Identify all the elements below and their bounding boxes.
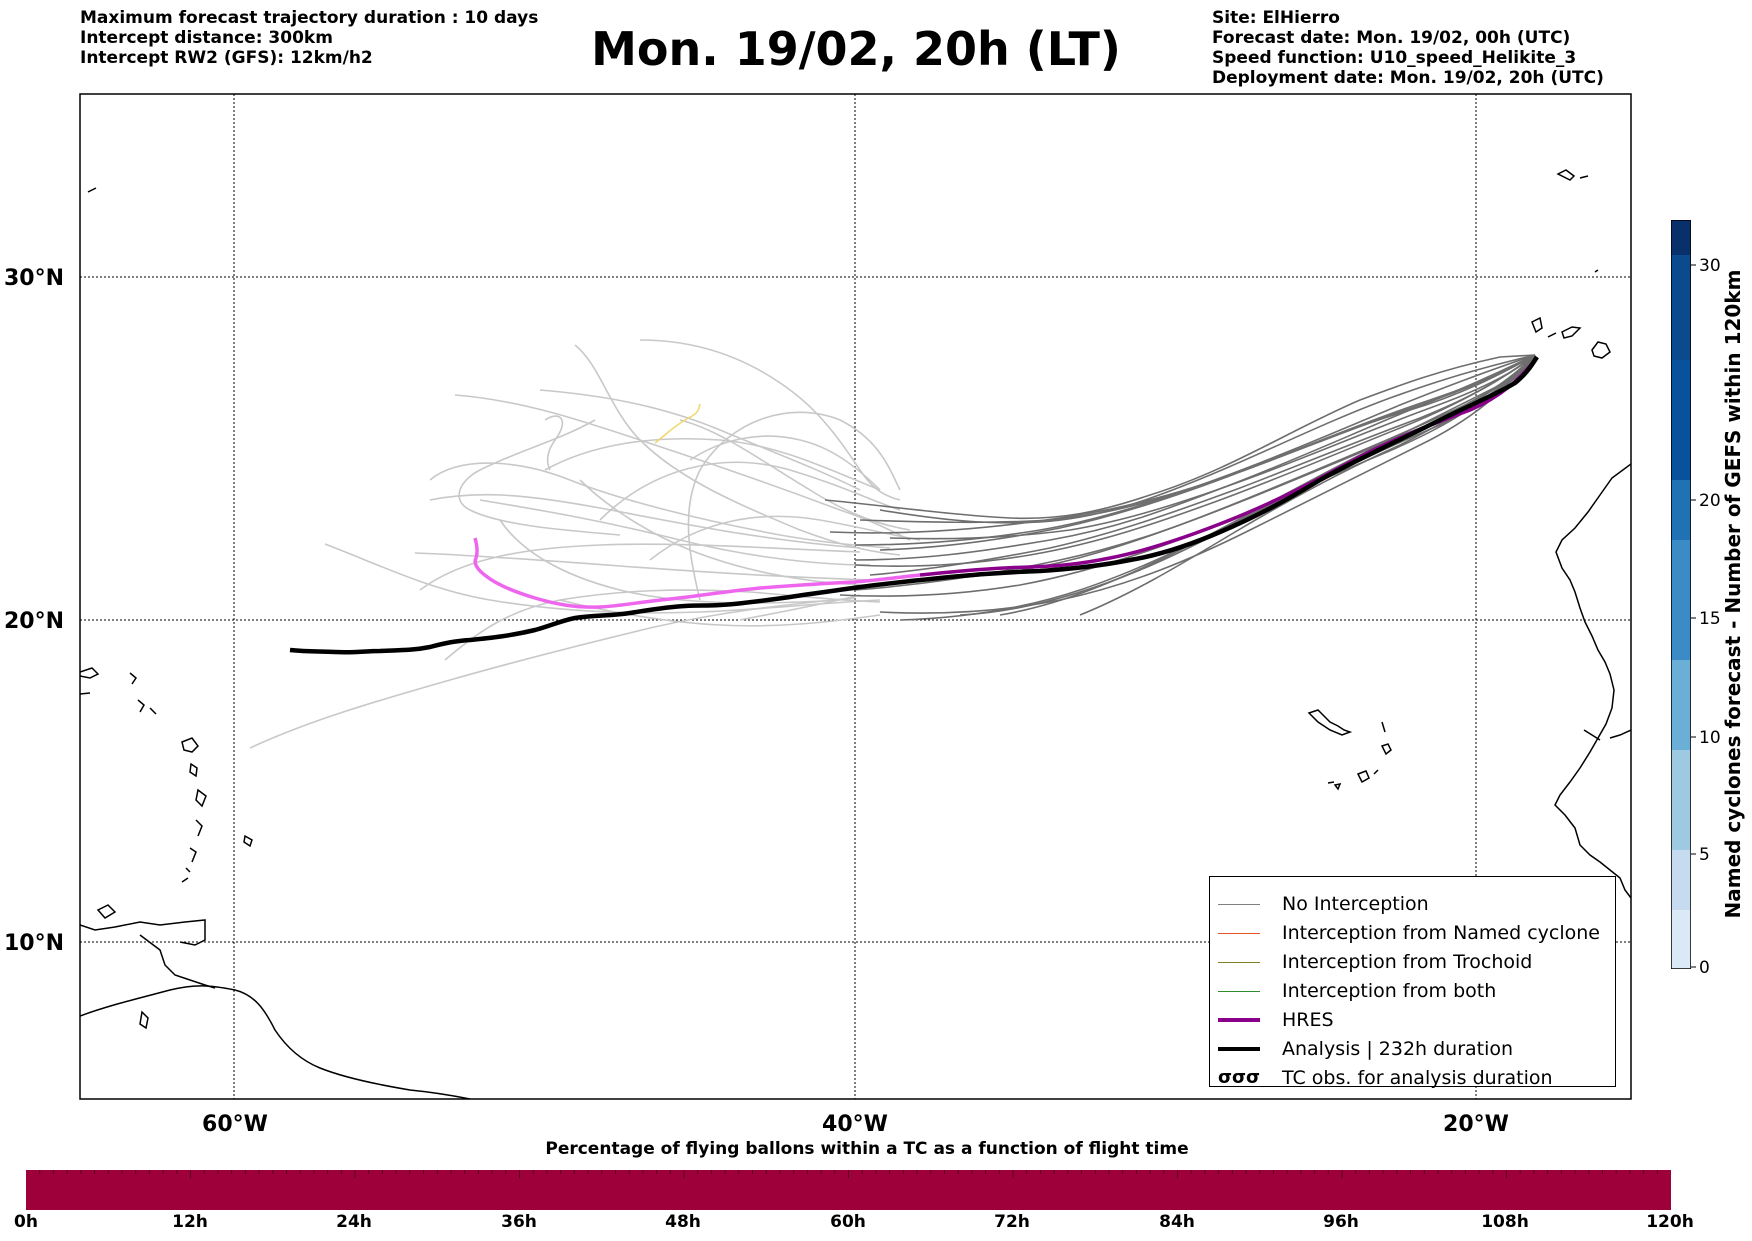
hres-track-light xyxy=(473,537,921,609)
timebar-ticks: 0h 12h 24h 36h 48h 60h 72h 84h 96h 108h … xyxy=(0,1212,1752,1240)
timebar-tick: 108h xyxy=(1481,1212,1529,1232)
colorbar-tick: 30 xyxy=(1699,256,1721,276)
lat-label: 30°N xyxy=(4,266,64,291)
coastlines xyxy=(80,169,1631,1099)
colorbar-tick: 5 xyxy=(1699,845,1710,865)
timebar-tick: 60h xyxy=(830,1212,866,1232)
page-title: Mon. 19/02, 20h (LT) xyxy=(591,22,1121,76)
legend-swatch xyxy=(1218,932,1260,934)
legend-item: Analysis | 232h duration xyxy=(1218,1036,1513,1062)
analysis-track xyxy=(289,355,1539,655)
legend-item: HRES xyxy=(1218,1007,1334,1033)
legend-label: HRES xyxy=(1282,1009,1334,1031)
legend-item: σσσ TC obs. for analysis duration xyxy=(1218,1065,1553,1091)
lon-label: 20°W xyxy=(1443,1112,1509,1137)
ensemble-tracks-light xyxy=(249,339,921,749)
lat-label: 20°N xyxy=(4,609,64,634)
timebar-tick: 72h xyxy=(994,1212,1030,1232)
header-line: Speed function: U10_speed_Helikite_3 xyxy=(1212,48,1577,68)
legend-item: Interception from Trochoid xyxy=(1218,949,1532,975)
timebar-tick: 36h xyxy=(501,1212,537,1232)
timebar-tick: 12h xyxy=(172,1212,208,1232)
colorbar xyxy=(1671,220,1691,969)
tc-symbol-icon: σσσ xyxy=(1218,1067,1261,1088)
header-line: Intercept distance: 300km xyxy=(80,28,333,48)
legend-label: TC obs. for analysis duration xyxy=(1282,1067,1553,1089)
lat-label: 10°N xyxy=(4,931,64,956)
legend-label: Analysis | 232h duration xyxy=(1282,1038,1514,1060)
timebar-tick: 84h xyxy=(1159,1212,1195,1232)
timebar-tick: 120h xyxy=(1646,1212,1694,1232)
timebar-tick: 48h xyxy=(665,1212,701,1232)
legend-label: No Interception xyxy=(1282,893,1429,915)
lon-label: 60°W xyxy=(202,1112,268,1137)
hres-track xyxy=(919,355,1539,577)
timebar-tick: 96h xyxy=(1323,1212,1359,1232)
timebar-title: Percentage of flying ballons within a TC… xyxy=(545,1139,1189,1159)
header-info-right: Site: ElHierro Forecast date: Mon. 19/02… xyxy=(1212,8,1604,88)
timebar-tick: 24h xyxy=(336,1212,372,1232)
header-line: Maximum forecast trajectory duration : 1… xyxy=(80,8,539,28)
colorbar-tick: 10 xyxy=(1699,728,1721,748)
legend-item: Interception from Named cyclone xyxy=(1218,920,1600,946)
legend-label: Interception from both xyxy=(1282,980,1497,1002)
legend-item: No Interception xyxy=(1218,891,1429,917)
header-info-left: Maximum forecast trajectory duration : 1… xyxy=(80,8,538,68)
header-line: Deployment date: Mon. 19/02, 20h (UTC) xyxy=(1212,68,1604,88)
legend-label: Interception from Named cyclone xyxy=(1282,922,1600,944)
header-line: Forecast date: Mon. 19/02, 00h (UTC) xyxy=(1212,28,1571,48)
timebar-tick: 0h xyxy=(14,1212,38,1232)
legend: No Interception Interception from Named … xyxy=(1209,876,1616,1089)
header-line: Site: ElHierro xyxy=(1212,8,1340,28)
lon-label: 40°W xyxy=(822,1112,888,1137)
colorbar-title: Named cyclones forecast - Number of GEFS… xyxy=(1721,269,1745,919)
timebar-fill xyxy=(25,1169,1671,1210)
legend-swatch xyxy=(1218,1047,1260,1051)
map-frame xyxy=(79,93,1632,1100)
colorbar-tick: 15 xyxy=(1699,609,1721,629)
header-line: Intercept RW2 (GFS): 12km/h2 xyxy=(80,48,373,68)
colorbar-ticks: 0 5 10 15 20 30 xyxy=(1691,256,1721,978)
timebar xyxy=(25,1169,1671,1210)
legend-swatch xyxy=(1218,1018,1260,1022)
colorbar-tick: 20 xyxy=(1699,491,1721,511)
legend-swatch xyxy=(1218,961,1260,963)
legend-swatch xyxy=(1218,903,1260,905)
interception-track-yellow xyxy=(654,403,701,444)
colorbar-tick: 0 xyxy=(1699,958,1710,978)
legend-label: Interception from Trochoid xyxy=(1282,951,1533,973)
legend-item: Interception from both xyxy=(1218,978,1496,1004)
legend-swatch xyxy=(1218,990,1260,992)
